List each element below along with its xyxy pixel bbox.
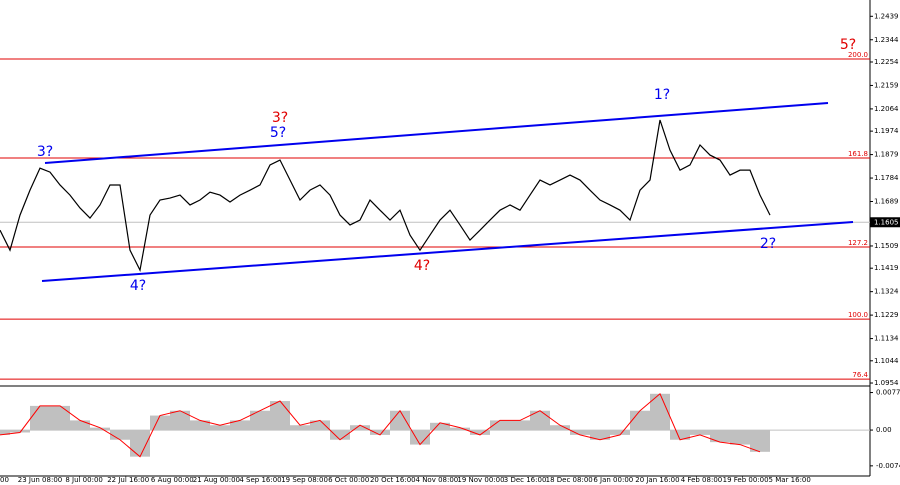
channel-line	[44, 101, 829, 164]
x-tick-label: 4 Feb 08:00	[681, 476, 722, 484]
histogram-bar	[530, 410, 550, 431]
histogram-bar	[630, 410, 650, 431]
histogram-bar	[70, 420, 90, 431]
histogram-bar	[90, 427, 110, 431]
y-tick-label: -0.0074	[876, 462, 900, 470]
x-tick-label: 23 Jun 08:00	[18, 476, 62, 484]
x-tick-label: 19 Feb 00:00	[723, 476, 769, 484]
channel-line	[41, 221, 854, 283]
fibo-label: 161.8	[848, 150, 868, 158]
x-tick-label: 5 Mar 16:00	[769, 476, 811, 484]
histogram-bar	[390, 410, 410, 431]
histogram-bar	[650, 393, 670, 431]
histogram-bar	[230, 420, 250, 431]
y-tick-label: 1.1784	[874, 174, 899, 182]
fibo-label: 200.0	[848, 51, 868, 59]
y-tick-label: 1.1509	[874, 242, 899, 250]
wave-label: 2?	[760, 236, 776, 252]
histogram-bar	[730, 430, 750, 445]
histogram-bar	[130, 430, 150, 457]
x-tick-label: 19 Nov 00:00	[457, 476, 504, 484]
histogram-bar	[10, 430, 30, 433]
histogram-bar	[350, 425, 370, 431]
histogram-bar	[50, 405, 70, 431]
y-tick-label: 1.1324	[874, 288, 899, 296]
x-tick-label: 18 Dec 08:00	[546, 476, 593, 484]
y-tick-label: 1.2344	[874, 36, 899, 44]
x-tick-label: 6 Oct 00:00	[328, 476, 369, 484]
histogram-bar	[330, 430, 350, 440]
x-tick-label: 4 Sep 16:00	[239, 476, 281, 484]
histogram-bar	[470, 430, 490, 435]
wave-label: 3?	[272, 110, 288, 126]
x-tick-label: 20 Oct 16:00	[370, 476, 416, 484]
x-tick-label: 20 Jan 16:00	[635, 476, 679, 484]
histogram-bar	[410, 430, 430, 445]
histogram-bar	[110, 430, 130, 440]
x-tick-label: 4 Nov 08:00	[416, 476, 459, 484]
y-tick-label: 1.2439	[874, 12, 899, 20]
y-tick-label: 1.1044	[874, 357, 899, 365]
histogram-bar	[590, 430, 610, 440]
histogram-bar	[430, 422, 450, 431]
fibo-label: 76.4	[852, 371, 868, 379]
x-tick-label: 22 Jul 16:00	[107, 476, 149, 484]
x-tick-label: 21 Aug 00:00	[193, 476, 240, 484]
histogram-bar	[750, 430, 770, 452]
histogram-bar	[710, 430, 730, 443]
histogram-bar	[310, 420, 330, 431]
fibo-label: 127.2	[848, 239, 868, 247]
wave-label: 3?	[37, 144, 53, 160]
histogram-bar	[450, 427, 470, 431]
histogram-bar	[610, 430, 630, 435]
price-line	[0, 119, 771, 273]
y-tick-label: 1.2159	[874, 81, 899, 89]
histogram-bar	[170, 410, 190, 431]
histogram-bar	[570, 430, 590, 435]
y-tick-label: 1.1974	[874, 127, 899, 135]
histogram-bar	[250, 410, 270, 431]
y-tick-label: 1.0954	[874, 379, 899, 387]
wave-label: 4?	[414, 258, 430, 274]
y-tick-label: 1.1689	[874, 198, 899, 206]
wave-label: 1?	[654, 87, 670, 103]
histogram-bar	[30, 405, 50, 431]
histogram-bar	[690, 430, 710, 435]
histogram-bar	[490, 420, 510, 431]
histogram-bar	[270, 401, 290, 431]
y-tick-label: 1.2064	[874, 105, 899, 113]
y-tick-label: 1.1134	[874, 335, 899, 343]
wave-label: 5?	[840, 37, 856, 53]
histogram-bar	[150, 415, 170, 431]
x-tick-label: 6 Aug 00:00	[151, 476, 194, 484]
y-tick-label: 1.1419	[874, 264, 899, 272]
x-tick-label: 3 Dec 16:00	[504, 476, 547, 484]
histogram-bar	[290, 425, 310, 431]
current-price-label: 1.1605	[874, 218, 899, 226]
fibo-label: 100.0	[848, 311, 868, 319]
histogram-bar	[0, 430, 10, 435]
histogram-bar	[190, 420, 210, 431]
x-tick-label: 00	[0, 476, 9, 484]
histogram-bar	[210, 425, 230, 431]
current-price-box	[870, 217, 900, 228]
x-tick-label: 19 Sep 08:00	[281, 476, 328, 484]
histogram-bar	[550, 425, 570, 431]
x-tick-label: 6 Jan 00:00	[593, 476, 633, 484]
y-tick-label: 1.1229	[874, 311, 899, 319]
y-tick-label: 0.00	[876, 426, 892, 434]
y-tick-label: 1.2254	[874, 58, 899, 66]
histogram-bar	[510, 420, 530, 431]
x-tick-label: 8 Jul 00:00	[65, 476, 103, 484]
y-tick-label: 0.00776	[876, 389, 900, 397]
y-tick-label: 1.1879	[874, 151, 899, 159]
wave-label: 4?	[130, 278, 146, 294]
histogram-bar	[370, 430, 390, 435]
histogram-bar	[670, 430, 690, 440]
signal-line	[0, 392, 761, 458]
wave-label: 5?	[270, 125, 286, 141]
